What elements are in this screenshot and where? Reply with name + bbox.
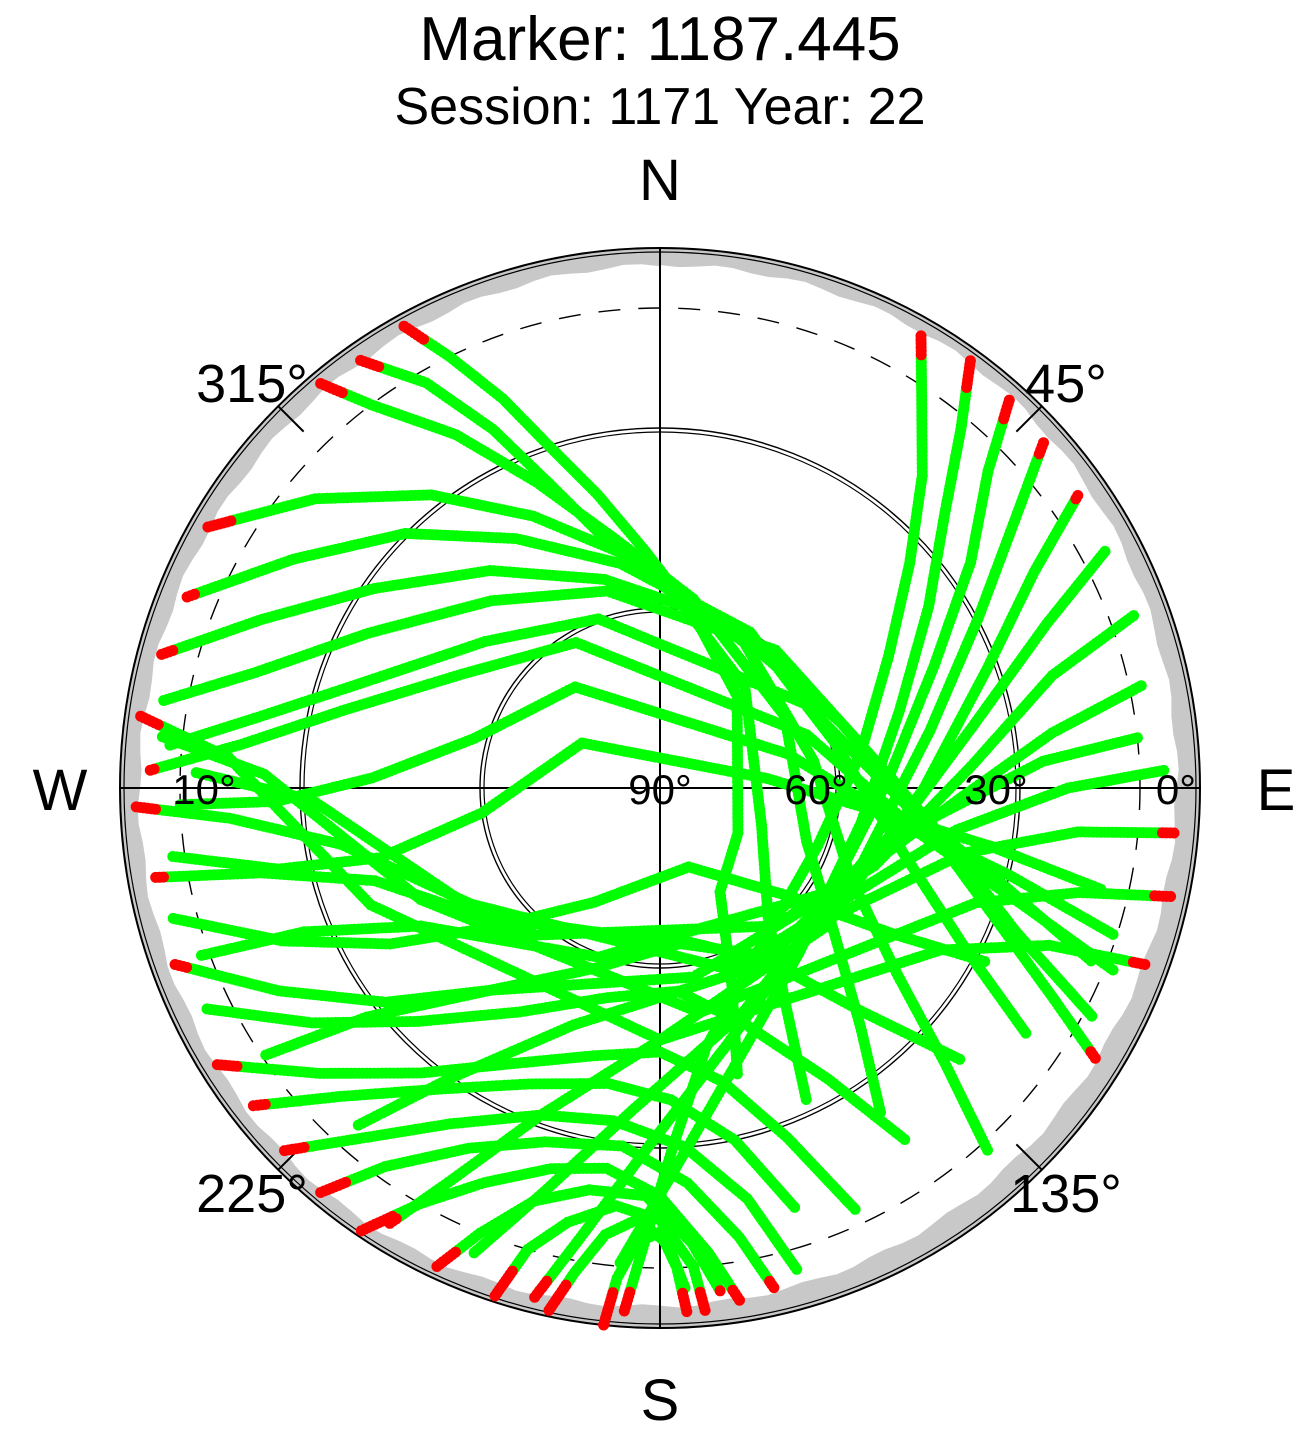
sky-plot-area <box>119 247 1201 1331</box>
track-point <box>1020 1027 1032 1039</box>
track-point <box>614 1257 626 1269</box>
track-point <box>849 1203 861 1215</box>
track-point <box>954 1053 966 1065</box>
track-point <box>800 1094 812 1105</box>
track-point <box>979 956 991 967</box>
azimuth-tick-135 <box>1015 1143 1043 1171</box>
track-point <box>1086 1010 1098 1022</box>
track-point <box>791 1263 803 1275</box>
track-point <box>1107 928 1119 940</box>
track-point <box>1107 964 1119 976</box>
chart-subtitle: Session: 1171 Year: 22 <box>394 78 925 136</box>
track-point <box>899 1134 911 1145</box>
azimuth-tick-45 <box>1015 405 1043 433</box>
satellite-tracks <box>152 335 1170 1296</box>
track-point <box>789 1201 801 1213</box>
chart-title: Marker: 1187.445 <box>419 5 900 74</box>
azimuth-tick-315 <box>277 405 305 433</box>
track-point <box>982 1144 993 1156</box>
